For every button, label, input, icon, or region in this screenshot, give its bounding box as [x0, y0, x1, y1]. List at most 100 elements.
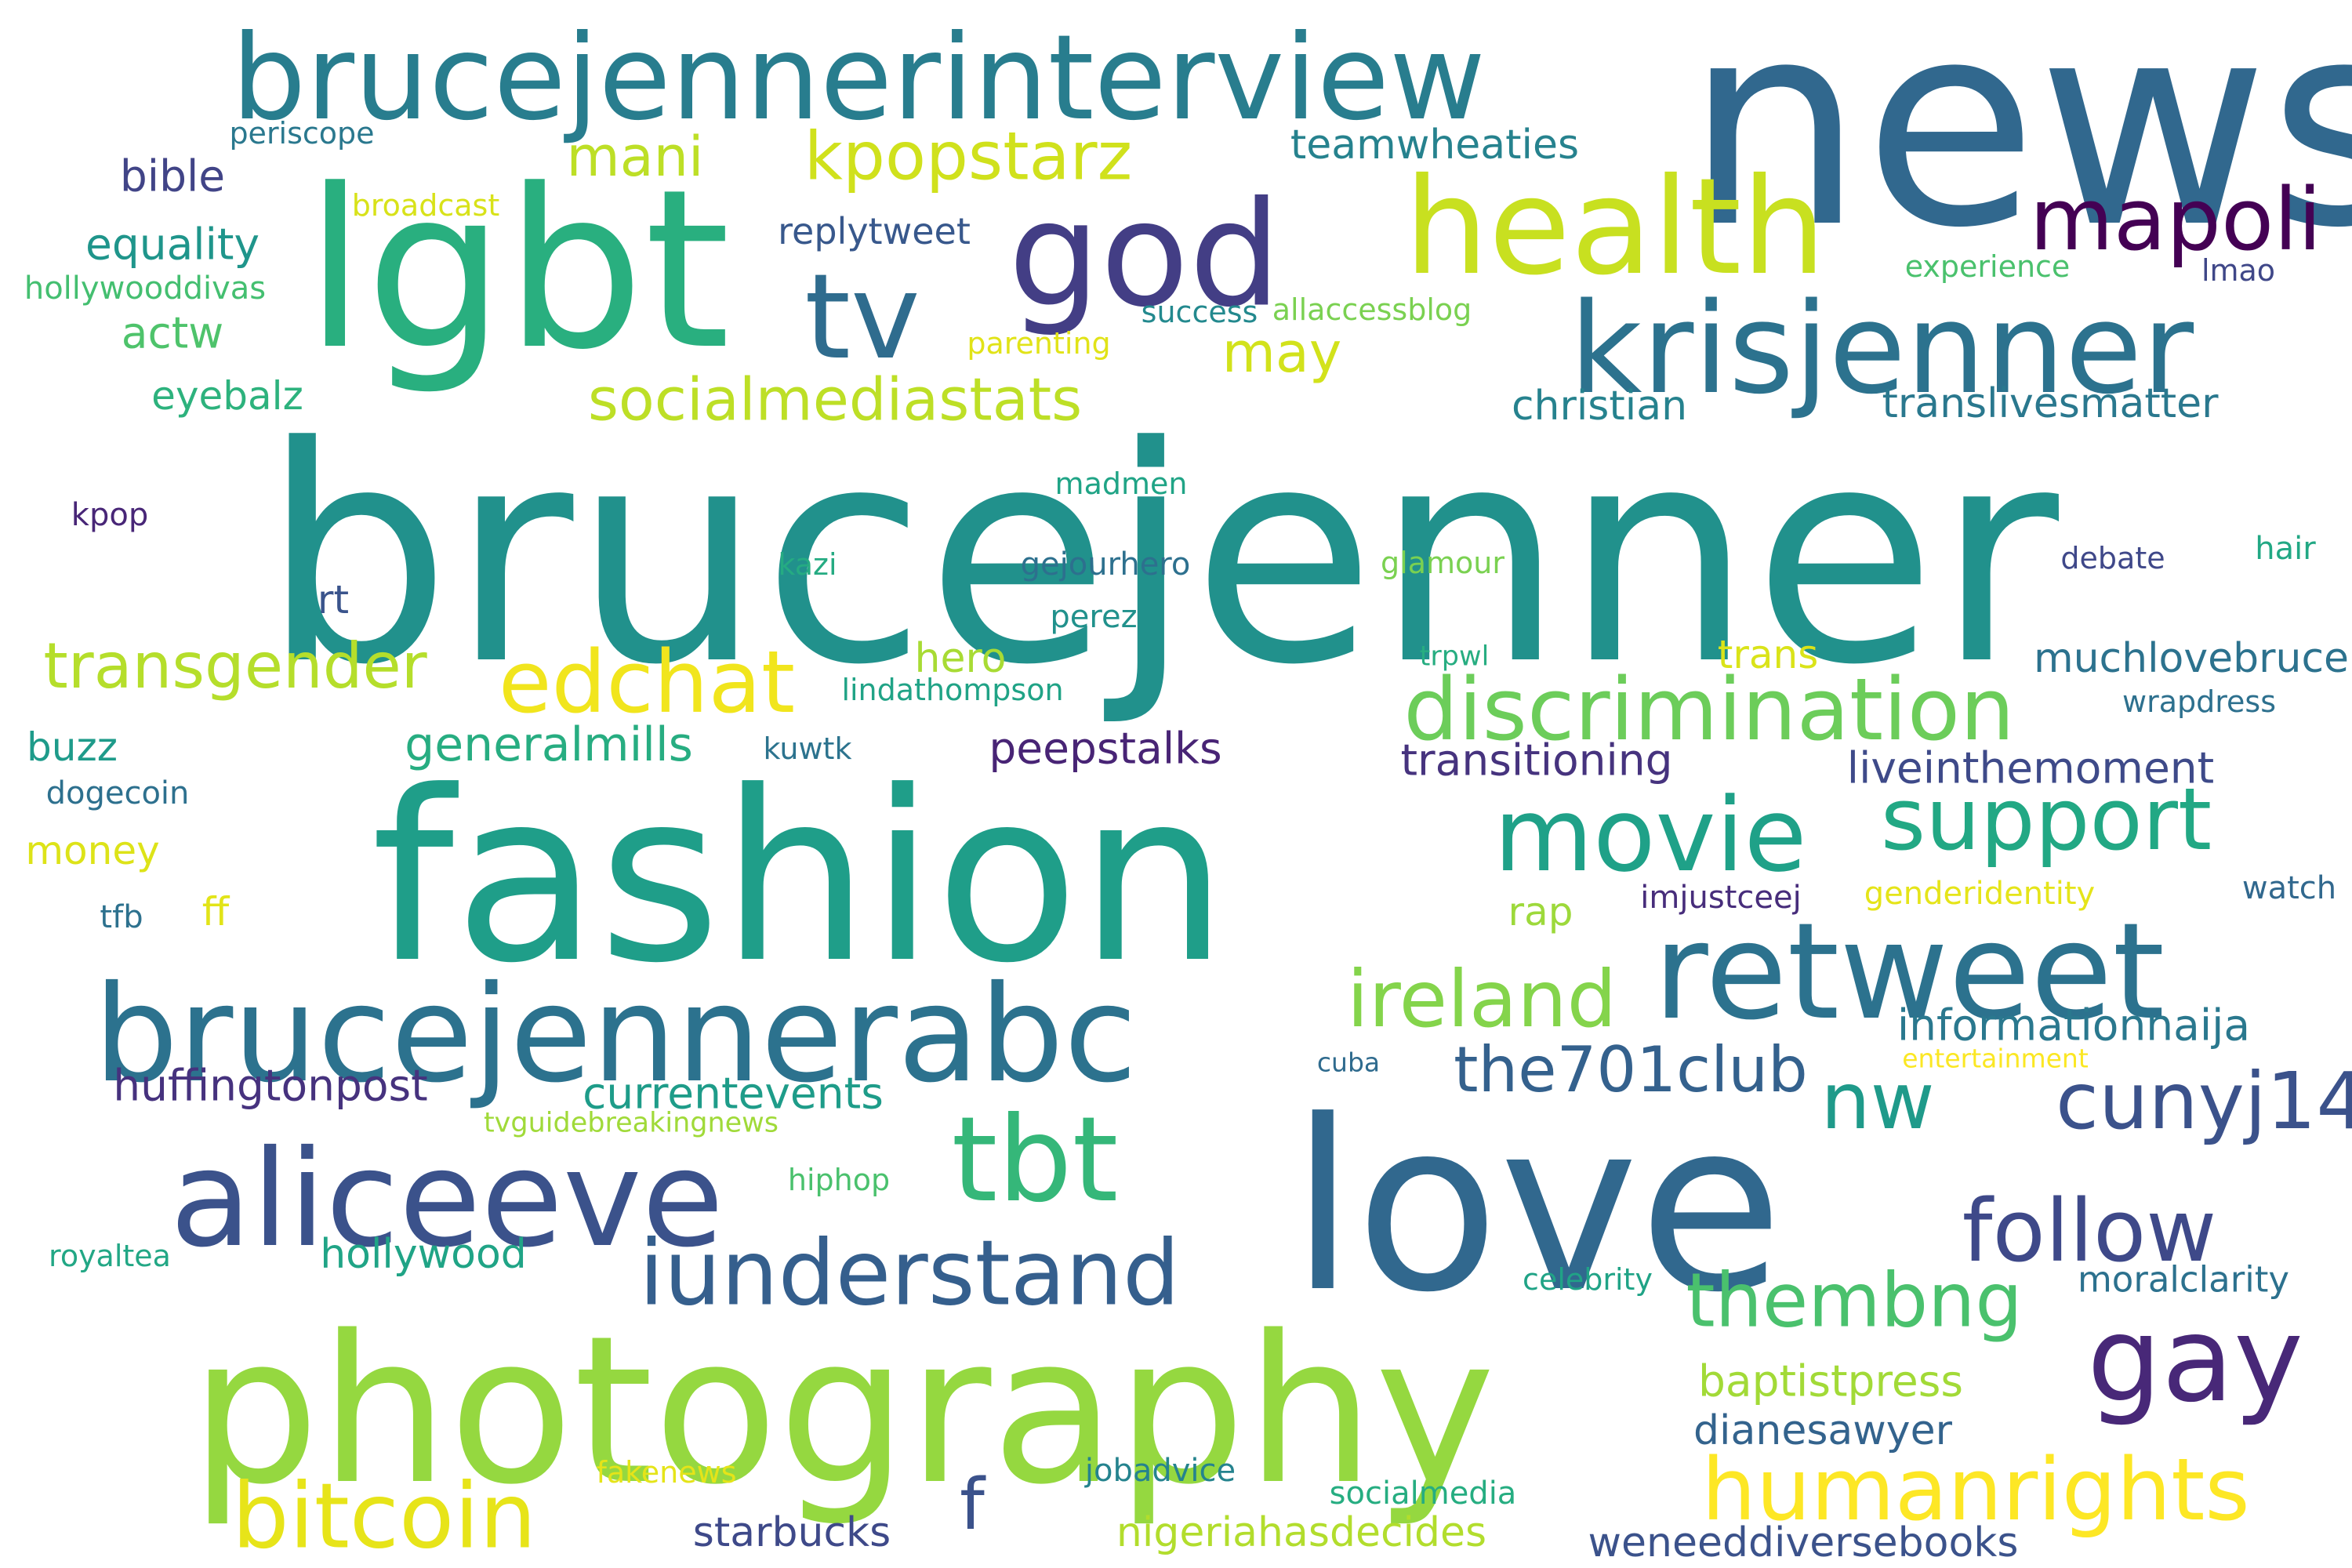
word-trans: trans — [1717, 632, 1819, 677]
word-brucejenner: brucejenner — [261, 383, 2060, 730]
word-huffingtonpost: huffingtonpost — [113, 1060, 428, 1111]
word-socialmediastats: socialmediastats — [587, 365, 1083, 434]
word-health: health — [1403, 150, 1827, 305]
word-rap: rap — [1508, 889, 1573, 935]
word-informationnaija: informationnaija — [1896, 1000, 2251, 1051]
word-edchat: edchat — [498, 632, 796, 732]
word-fashion: fashion — [371, 741, 1229, 1014]
word-god: god — [1007, 169, 1282, 339]
word-hair: hair — [2255, 531, 2316, 567]
word-gejourhero: gejourhero — [1020, 546, 1191, 583]
word-periscope: periscope — [229, 116, 375, 151]
word-kuwtk: kuwtk — [763, 731, 852, 766]
word-retweet: retweet — [1653, 895, 2165, 1050]
word-tfb: tfb — [100, 899, 143, 935]
word-success: success — [1141, 295, 1258, 329]
word-allaccessblog: allaccessblog — [1272, 292, 1472, 327]
word-experience: experience — [1904, 249, 2071, 284]
word-genderidentity: genderidentity — [1864, 876, 2096, 912]
word-dogecoin: dogecoin — [45, 775, 190, 811]
word-follow: follow — [1962, 1181, 2217, 1281]
word-bitcoin: bitcoin — [231, 1464, 537, 1568]
word-kpopstarz: kpopstarz — [804, 118, 1133, 196]
word-peepstalks: peepstalks — [989, 723, 1222, 774]
word-buzz: buzz — [27, 724, 118, 770]
word-hollywood: hollywood — [320, 1231, 527, 1278]
word-love: love — [1290, 1070, 1784, 1344]
word-liveinthemoment: liveinthemoment — [1846, 742, 2215, 793]
word-lgbt: lgbt — [304, 143, 731, 398]
word-krisjenner: krisjenner — [1569, 275, 2194, 422]
word-mapoli: mapoli — [2029, 169, 2322, 270]
word-cuba: cuba — [1316, 1047, 1381, 1078]
word-trpwl: trpwl — [1419, 641, 1490, 673]
word-fakenews: fakenews — [596, 1455, 737, 1490]
word-wrapdress: wrapdress — [2122, 684, 2276, 719]
word-eyebalz: eyebalz — [151, 373, 303, 419]
word-glamour: glamour — [1381, 546, 1504, 580]
word-transitioning: transitioning — [1400, 735, 1673, 786]
word-equality: equality — [85, 219, 260, 270]
word-tvguidebreakingnews: tvguidebreakingnews — [483, 1107, 779, 1139]
word-kazi: kazi — [778, 547, 837, 582]
word-dianesawyer: dianesawyer — [1693, 1407, 1952, 1454]
word-muchlovebruce: muchlovebruce — [2033, 635, 2350, 682]
word-royaltea: royaltea — [49, 1239, 171, 1273]
word-gay: gay — [2087, 1292, 2303, 1428]
word-news: news — [1685, 0, 2352, 289]
word-tbt: tbt — [951, 1092, 1119, 1229]
word-parenting: parenting — [967, 326, 1111, 361]
word-support: support — [1880, 769, 2212, 869]
word-socialmedia: socialmedia — [1329, 1475, 1517, 1512]
word-currentevents: currentevents — [583, 1068, 884, 1119]
word-lindathompson: lindathompson — [841, 673, 1064, 707]
word-nigeriahasdecides: nigeriahasdecides — [1116, 1509, 1487, 1556]
word-the701club: the701club — [1454, 1033, 1808, 1106]
word-hiphop: hiphop — [787, 1163, 891, 1197]
word-humanrights: humanrights — [1701, 1439, 2250, 1540]
word-debate: debate — [2060, 541, 2165, 575]
word-celebrity: celebrity — [1523, 1262, 1653, 1297]
word-f: f — [960, 1464, 985, 1546]
word-translivesmatter: translivesmatter — [1882, 380, 2219, 427]
word-hero: hero — [914, 635, 1007, 682]
word-discrimination: discrimination — [1403, 659, 2015, 760]
word-aliceeve: aliceeve — [169, 1122, 724, 1277]
word-replytweet: replytweet — [778, 210, 971, 252]
word-madmen: madmen — [1054, 466, 1188, 501]
word-bible: bible — [119, 151, 226, 201]
word-weneeddiversebooks: weneeddiversebooks — [1588, 1519, 2019, 1566]
word-thembng: thembng — [1686, 1258, 2023, 1345]
word-lmao: lmao — [2201, 253, 2276, 288]
word-broadcast: broadcast — [351, 188, 500, 223]
word-brucejennerabc: brucejennerabc — [93, 957, 1138, 1112]
word-may: may — [1221, 321, 1342, 385]
word-iunderstand: iunderstand — [638, 1221, 1181, 1327]
word-ff: ff — [201, 889, 230, 935]
word-nw: nw — [1820, 1055, 1935, 1147]
word-entertainment: entertainment — [1902, 1043, 2089, 1074]
word-imjustceej: imjustceej — [1640, 880, 1802, 916]
word-moralclarity: moralclarity — [2077, 1258, 2290, 1301]
word-money: money — [25, 828, 160, 873]
word-teamwheaties: teamwheaties — [1290, 122, 1580, 169]
word-ireland: ireland — [1346, 953, 1617, 1045]
word-rt: rt — [317, 577, 350, 622]
word-kpop: kpop — [71, 497, 149, 533]
word-watch: watch — [2241, 870, 2337, 906]
word-baptistpress: baptistpress — [1697, 1356, 1964, 1406]
word-transgender: transgender — [43, 630, 427, 702]
word-hollywooddivas: hollywooddivas — [24, 270, 267, 307]
word-jobadvice: jobadvice — [1084, 1453, 1236, 1489]
word-perez: perez — [1050, 599, 1138, 635]
word-tv: tv — [804, 249, 920, 386]
word-mani: mani — [566, 125, 704, 189]
word-movie: movie — [1494, 775, 1807, 895]
word-starbucks: starbucks — [692, 1509, 891, 1556]
word-actw: actw — [121, 307, 224, 358]
word-christian: christian — [1511, 383, 1688, 430]
word-photography: photography — [190, 1293, 1496, 1530]
word-cunyj14: cunyj14 — [2056, 1055, 2352, 1147]
word-brucejennerinterview: brucejennerinterview — [231, 10, 1486, 147]
